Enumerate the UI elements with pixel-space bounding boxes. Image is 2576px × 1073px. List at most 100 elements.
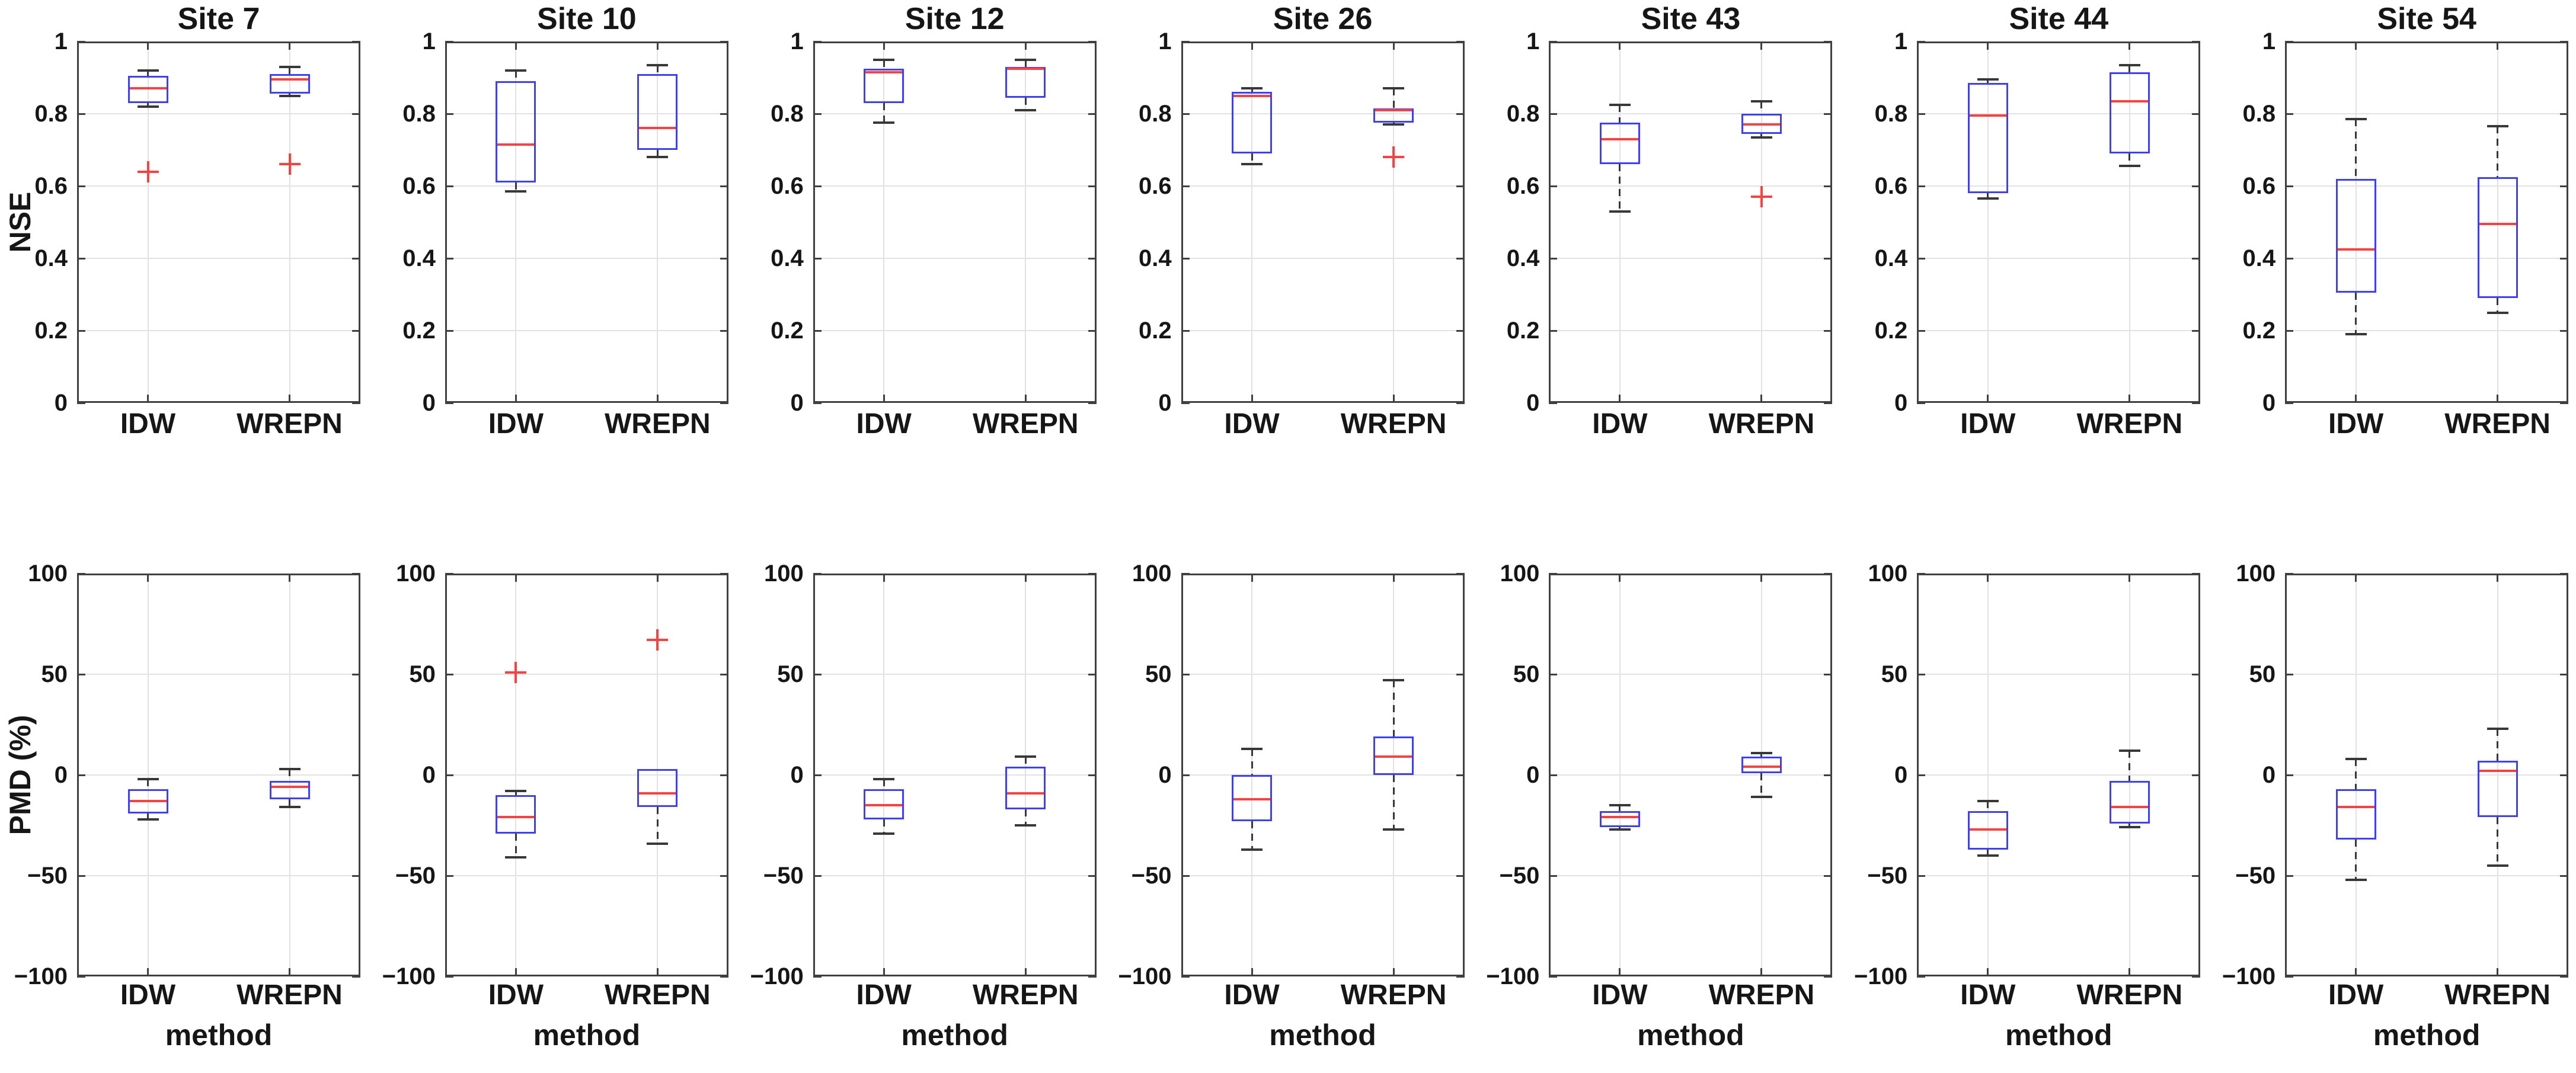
gridline [1917, 113, 2201, 114]
whisker-lower [147, 103, 149, 107]
x-tick-label: WREPN [2444, 979, 2551, 1011]
y-tick-label: 0.8 [771, 101, 804, 127]
median-line [129, 800, 167, 803]
whisker-upper [2497, 728, 2499, 761]
whisker-upper [1760, 101, 1763, 114]
whisker-lower [147, 813, 149, 819]
tick-mark [77, 402, 85, 404]
tick-mark [656, 41, 659, 50]
tick-mark [1088, 774, 1097, 776]
tick-mark [1760, 968, 1763, 976]
tick-mark [1824, 113, 1833, 115]
gridline [813, 258, 1097, 259]
whisker-cap-lower [2486, 864, 2508, 867]
tick-mark [1456, 402, 1465, 404]
whisker-lower [1251, 821, 1253, 850]
gridline [77, 258, 360, 259]
whisker-cap-lower [1241, 163, 1263, 166]
tick-mark [720, 875, 728, 877]
tick-mark [147, 968, 149, 976]
median-line [1969, 828, 2006, 831]
whisker-cap-lower [873, 832, 895, 835]
tick-mark [1824, 774, 1833, 776]
whisker-upper [1024, 59, 1027, 67]
tick-mark [2497, 968, 2499, 976]
subplot-title: Site 44 [2009, 2, 2109, 36]
x-tick-label: WREPN [605, 408, 711, 440]
tick-mark [1549, 185, 1558, 187]
y-tick-label: 0 [1526, 390, 1540, 416]
tick-mark [445, 875, 453, 877]
y-tick-label: 0 [54, 390, 68, 416]
outlier-marker [288, 153, 291, 175]
whisker-lower [1987, 849, 1989, 856]
median-line [1743, 123, 1780, 126]
y-tick-label: 0.6 [2242, 173, 2276, 199]
axis-border [445, 41, 728, 403]
tick-mark [1392, 395, 1395, 403]
axis-border [1917, 41, 2201, 403]
gridline [147, 574, 149, 976]
tick-mark [1549, 257, 1558, 260]
y-tick-label: 0.6 [1138, 173, 1172, 199]
whisker-upper [2355, 119, 2357, 179]
whisker-upper [1024, 757, 1027, 767]
gridline [2128, 41, 2130, 403]
gridline [1917, 774, 2201, 776]
subplot-title: Site 12 [905, 2, 1005, 36]
plot-background [2285, 41, 2569, 403]
tick-mark [77, 329, 85, 332]
y-tick-label: 100 [396, 560, 436, 587]
gridline [2285, 113, 2569, 114]
whisker-cap-upper [1015, 58, 1037, 61]
median-line [2111, 806, 2148, 809]
box-wrepn [1005, 767, 1046, 809]
box-wrepn [1741, 114, 1782, 134]
tick-mark [2192, 673, 2201, 675]
x-tick-label: IDW [1592, 979, 1648, 1011]
whisker-upper [2497, 126, 2499, 177]
tick-mark [147, 41, 149, 50]
tick-mark [77, 257, 85, 260]
tick-mark [445, 402, 453, 404]
x-axis-label-method: method [165, 1018, 273, 1052]
gridline [1181, 330, 1465, 331]
median-line [129, 87, 167, 90]
y-tick-label: 0.2 [402, 318, 436, 344]
gridline [813, 774, 1097, 776]
y-tick-label: −50 [1131, 863, 1172, 889]
whisker-lower [2128, 153, 2131, 166]
y-tick-label: 1 [1894, 28, 1908, 55]
gridline [1917, 185, 2201, 187]
tick-mark [1619, 968, 1621, 976]
y-tick-label: 100 [2236, 560, 2276, 587]
x-tick-label: IDW [856, 979, 912, 1011]
tick-mark [2192, 113, 2201, 115]
gridline [1549, 113, 1833, 114]
whisker-cap-upper [2118, 750, 2140, 752]
whisker-cap-upper [137, 69, 159, 72]
tick-mark [656, 968, 659, 976]
y-tick-label: −50 [2235, 863, 2276, 889]
whisker-upper [1251, 88, 1253, 92]
tick-mark [1760, 41, 1763, 50]
y-tick-label: 0 [1894, 390, 1908, 416]
axis-border [813, 574, 1097, 976]
tick-mark [1392, 41, 1395, 50]
whisker-cap-upper [1015, 755, 1037, 758]
tick-mark [352, 329, 360, 332]
median-line [497, 143, 535, 146]
whisker-upper [2355, 758, 2357, 789]
whisker-lower [883, 819, 885, 834]
y-tick-label: 0.8 [402, 101, 436, 127]
whisker-cap-upper [647, 63, 669, 66]
whisker-lower [2355, 292, 2357, 335]
tick-mark [1392, 574, 1395, 582]
tick-mark [1824, 329, 1833, 332]
whisker-cap-lower [1977, 197, 1999, 200]
median-line [1375, 108, 1412, 111]
y-tick-label: 0.4 [1506, 245, 1540, 271]
tick-mark [514, 395, 517, 403]
tick-mark [1024, 574, 1027, 582]
y-tick-label: 0.2 [1874, 318, 1908, 344]
